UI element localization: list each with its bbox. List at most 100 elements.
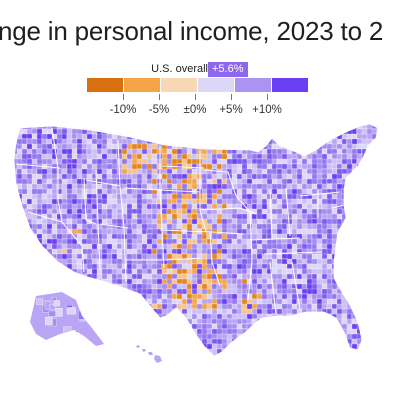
county-cell <box>56 223 63 230</box>
county-cell <box>101 308 108 314</box>
county-cell <box>16 338 24 345</box>
county-cell <box>311 128 319 135</box>
county-cell <box>16 268 23 275</box>
county-cell <box>86 283 94 289</box>
county-cell <box>151 288 158 295</box>
county-cell <box>36 208 42 215</box>
county-cell <box>256 173 262 180</box>
county-cell <box>286 138 293 146</box>
county-cell <box>21 183 28 190</box>
county-cell <box>361 218 367 225</box>
county-cell <box>116 218 123 225</box>
county-cell <box>261 133 268 139</box>
county-cell <box>251 163 258 169</box>
county-cell <box>371 168 378 175</box>
county-cell <box>16 263 24 270</box>
county-cell <box>151 328 159 334</box>
county-cell <box>86 343 94 349</box>
county-cell <box>361 203 367 209</box>
county-cell <box>46 148 53 155</box>
county-cell <box>71 163 78 169</box>
county-cell <box>136 333 144 339</box>
county-cell <box>76 228 83 234</box>
county-cell <box>221 138 229 145</box>
county-cell <box>91 313 97 320</box>
county-cell <box>141 268 148 275</box>
county-cell <box>201 318 208 324</box>
county-cell <box>51 248 58 254</box>
county-cell <box>14 323 18 330</box>
county-cell <box>236 343 243 350</box>
county-cell <box>106 338 113 344</box>
county-cell <box>201 128 209 136</box>
county-cell <box>276 283 283 290</box>
county-cell <box>61 213 68 220</box>
county-cell <box>261 173 268 179</box>
county-cell <box>151 283 157 290</box>
county-cell <box>241 343 247 350</box>
county-cell <box>66 258 73 264</box>
county-cell <box>36 283 44 290</box>
county-cell <box>36 168 43 175</box>
county-cell <box>156 298 163 305</box>
county-cell <box>106 308 113 315</box>
county-cell <box>326 213 333 220</box>
county-cell <box>21 253 28 260</box>
county-cell <box>311 228 318 234</box>
county-cell <box>86 158 93 165</box>
county-cell <box>351 353 357 356</box>
county-cell <box>341 193 349 200</box>
county-cell <box>236 263 243 270</box>
county-cell <box>26 288 33 295</box>
county-cell <box>266 313 273 319</box>
county-cell <box>136 353 143 356</box>
county-cell <box>316 313 322 321</box>
county-cell <box>71 343 79 350</box>
county-cell <box>306 283 313 290</box>
county-cell <box>31 273 39 280</box>
county-cell <box>121 288 128 296</box>
county-cell <box>306 223 313 230</box>
county-cell <box>21 228 29 235</box>
county-cell <box>376 198 378 205</box>
county-cell <box>141 303 148 311</box>
county-cell <box>16 233 23 241</box>
county-cell <box>301 328 308 336</box>
county-cell <box>14 253 18 260</box>
county-cell <box>147 359 152 365</box>
county-cell <box>301 348 308 355</box>
county-cell <box>186 233 192 239</box>
county-cell <box>276 258 283 265</box>
county-cell <box>296 333 303 340</box>
county-cell <box>351 238 358 246</box>
county-cell <box>116 298 124 306</box>
county-cell <box>291 208 298 215</box>
county-cell <box>111 203 118 210</box>
county-cell <box>121 128 128 135</box>
county-cell <box>341 283 348 289</box>
county-cell <box>22 359 27 364</box>
county-cell <box>137 359 143 365</box>
county-cell <box>91 238 98 245</box>
county-cell <box>291 228 297 235</box>
county-cell <box>31 228 38 235</box>
county-cell <box>206 124 212 129</box>
county-cell <box>86 288 93 294</box>
county-cell <box>71 288 78 295</box>
county-cell <box>136 163 143 170</box>
county-cell <box>301 124 309 130</box>
county-cell <box>191 238 198 245</box>
county-cell <box>181 178 188 184</box>
county-cell <box>31 263 38 269</box>
county-cell <box>306 323 313 330</box>
county-cell <box>361 233 367 240</box>
county-cell <box>161 343 168 350</box>
county-cell <box>226 353 233 356</box>
county-cell <box>141 248 148 255</box>
county-cell <box>351 233 359 241</box>
county-cell <box>226 138 234 146</box>
county-cell <box>66 278 72 284</box>
county-cell <box>206 128 214 135</box>
county-cell <box>221 353 229 356</box>
county-cell <box>14 128 17 135</box>
